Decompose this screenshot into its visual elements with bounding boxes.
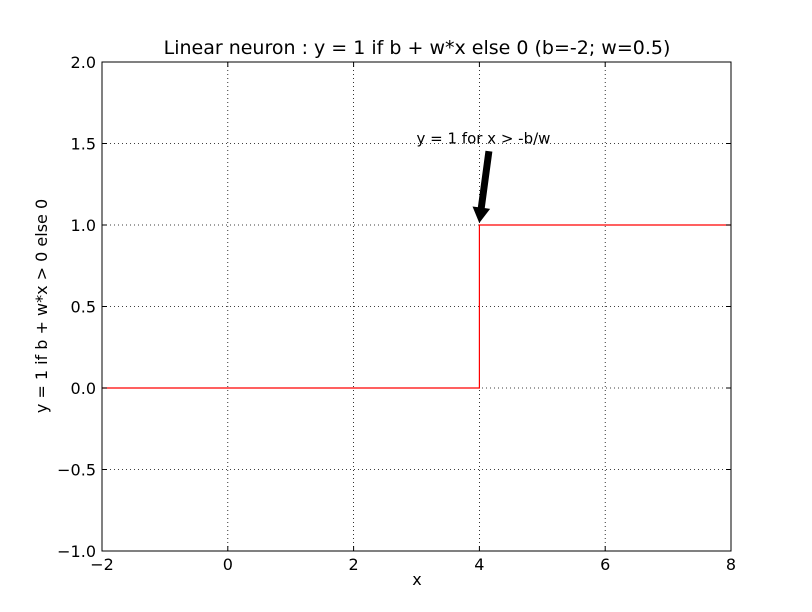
y-tick-label: 0.0: [71, 379, 96, 398]
x-tick-label: 6: [600, 555, 610, 574]
y-tick-label: −0.5: [57, 461, 96, 480]
series-line: [102, 224, 731, 389]
y-tick-label: 1.0: [71, 216, 96, 235]
x-tick-label: 8: [726, 555, 736, 574]
annotation-arrow: [472, 150, 493, 223]
y-tick-label: −1.0: [57, 542, 96, 561]
x-tick-label: 4: [474, 555, 484, 574]
y-tick-label: 2.0: [71, 53, 96, 72]
x-tick-label: 2: [349, 555, 359, 574]
x-tick-label: 0: [223, 555, 233, 574]
x-axis-label: x: [412, 570, 421, 589]
series: [102, 224, 731, 389]
y-axis-label: y = 1 if b + w*x > 0 else 0: [32, 199, 51, 413]
y-tick-label: 0.5: [71, 298, 96, 317]
ticks: −2 0 2 4 6 8 −1.0 −0.5 0.0 0.5 1.0 1.5 2.0: [57, 53, 736, 574]
x-tick-label: −2: [90, 555, 114, 574]
chart-title: Linear neuron : y = 1 if b + w*x else 0 …: [164, 37, 671, 59]
y-tick-label: 1.5: [71, 135, 96, 154]
annotation-text: y = 1 for x > -b/w: [417, 130, 551, 148]
annotations: y = 1 for x > -b/w: [417, 130, 551, 223]
